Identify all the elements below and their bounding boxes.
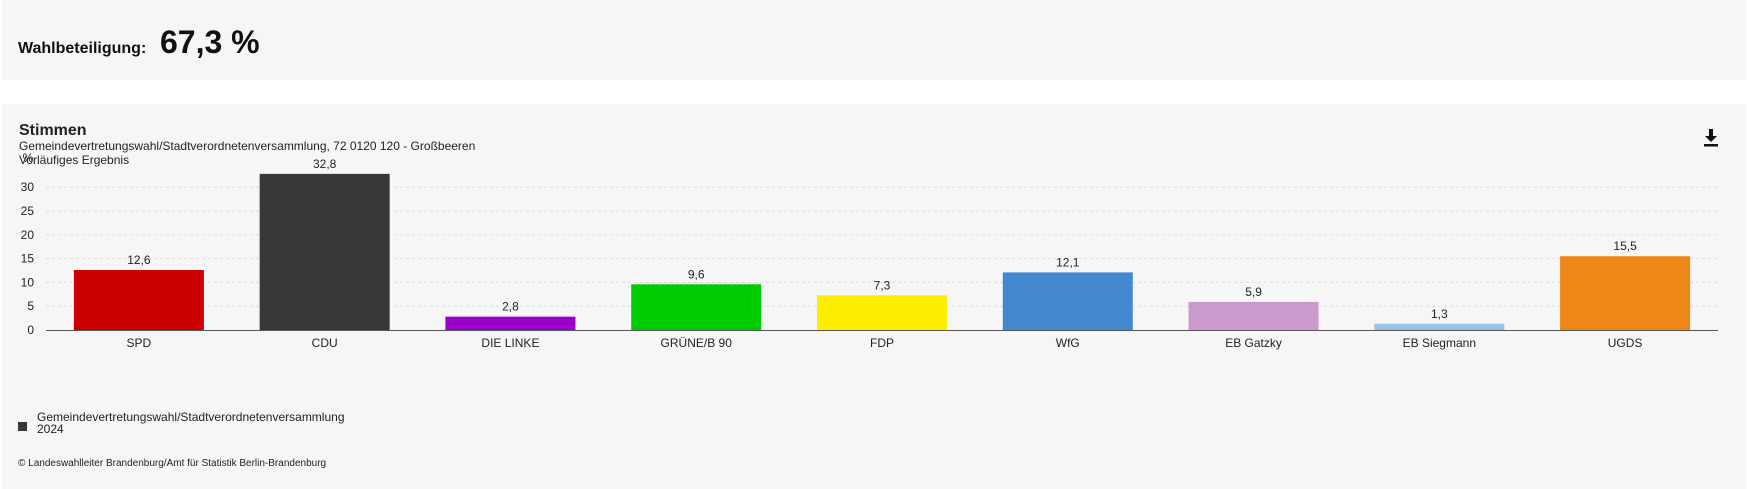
bar-value-label: 12,6: [127, 253, 151, 267]
legend-swatch: [18, 422, 27, 431]
download-button[interactable]: [1700, 126, 1722, 148]
legend[interactable]: Gemeindevertretungswahl/Stadtverordneten…: [18, 411, 345, 435]
copyright-text: © Landeswahlleiter Brandenburg/Amt für S…: [18, 458, 327, 469]
y-tick-label: 25: [21, 204, 35, 218]
x-tick-label: EB Siegmann: [1403, 336, 1476, 350]
turnout-panel: Wahlbeteiligung: 67,3 %: [2, 0, 1746, 80]
bar: [73, 270, 204, 330]
x-tick-label: GRÜNE/B 90: [661, 336, 733, 350]
bar-value-label: 7,3: [874, 278, 891, 292]
bar-value-label: 1,3: [1431, 307, 1448, 321]
x-tick-label: DIE LINKE: [481, 336, 539, 350]
bar: [1374, 323, 1505, 330]
chart-title: Stimmen: [19, 122, 87, 139]
bar: [631, 284, 762, 330]
x-tick-label: FDP: [870, 336, 894, 350]
turnout-label: Wahlbeteiligung:: [18, 40, 147, 57]
y-tick-label: 5: [27, 299, 34, 313]
legend-label-line2: 2024: [37, 422, 64, 436]
bar: [445, 316, 576, 330]
bar-value-label: 2,8: [502, 300, 519, 314]
y-tick-label: 20: [21, 228, 35, 242]
y-tick-label: 10: [21, 275, 35, 289]
y-tick-label: 0: [27, 323, 34, 337]
chart-status: Vorläufiges Ergebnis: [19, 153, 130, 167]
bar-value-label: 15,5: [1613, 239, 1637, 253]
legend-label: Gemeindevertretungswahl/Stadtverordneten…: [37, 411, 345, 435]
x-tick-label: EB Gatzky: [1225, 336, 1282, 350]
bar-value-label: 32,8: [313, 157, 337, 171]
x-tick-label: WfG: [1056, 336, 1080, 350]
y-tick-label: 15: [21, 252, 35, 266]
bar: [817, 295, 947, 330]
download-icon: [1704, 129, 1718, 147]
y-axis-unit-label: %: [23, 151, 34, 165]
chart-panel: % 0 5 10 15 20 25 30 12,6 SPD 32,8 CDU 2,8 DIE LINKE 9…: [2, 104, 1746, 489]
bar: [259, 173, 390, 330]
chart-subtitle: Gemeindevertretungswahl/Stadtverordneten…: [19, 139, 476, 153]
bar-value-label: 9,6: [688, 267, 705, 281]
y-tick-label: 30: [21, 180, 35, 194]
x-tick-label: UGDS: [1608, 336, 1643, 350]
bar: [1188, 301, 1319, 330]
bar: [1560, 256, 1691, 330]
x-tick-label: CDU: [312, 336, 338, 350]
bar-chart: % 0 5 10 15 20 25 30 12,6 SPD 32,8 CDU 2,8 DIE LINKE 9…: [21, 151, 1718, 350]
legend-label-line1: Gemeindevertretungswahl/Stadtverordneten…: [37, 410, 345, 424]
bar: [1002, 272, 1133, 330]
bar-value-label: 12,1: [1056, 255, 1080, 269]
x-tick-label: SPD: [127, 336, 152, 350]
turnout-value: 67,3 %: [160, 24, 260, 60]
bar-value-label: 5,9: [1245, 285, 1262, 299]
